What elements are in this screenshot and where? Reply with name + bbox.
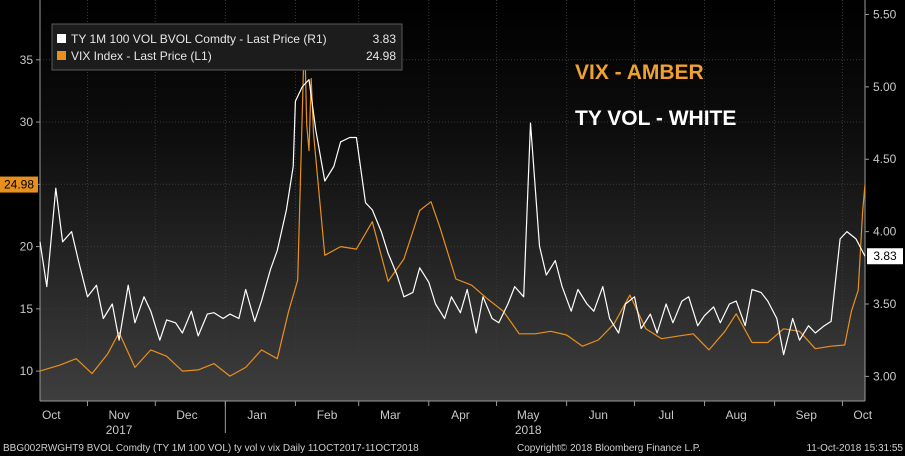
- vix-last-value-badge: [0, 176, 38, 193]
- series: [39, 30, 866, 377]
- axes: [39, 0, 866, 402]
- legend-label-vix: VIX Index - Last Price (L1): [71, 49, 212, 63]
- year-label: 2018: [515, 423, 542, 437]
- month-label: Nov: [108, 408, 129, 422]
- right-tick-label: 3.50: [873, 297, 897, 311]
- right-tick-label: 4.00: [873, 225, 897, 239]
- legend-value-vix: 24.98: [366, 49, 396, 63]
- left-tick-label: 20: [20, 240, 34, 254]
- footer-left: BBG002RWGHT9 BVOL Comdty (TY 1M 100 VOL)…: [3, 443, 419, 454]
- footer-copyright: Copyright© 2018 Bloomberg Finance L.P.: [517, 443, 701, 454]
- legend-label-ty: TY 1M 100 VOL BVOL Comdty - Last Price (…: [71, 32, 327, 46]
- legend-box: [51, 23, 403, 71]
- tick-labels: 1015202530353.003.504.004.505.005.50OctN…: [0, 7, 903, 437]
- annotation-ty-vol-white: TY VOL - WHITE: [575, 107, 736, 130]
- month-label: Mar: [380, 408, 401, 422]
- left-tick-label: 30: [20, 115, 34, 129]
- legend: TY 1M 100 VOL BVOL Comdty - Last Price (…: [51, 23, 403, 71]
- vix-last-value-label: 24.98: [4, 178, 34, 192]
- month-label: Feb: [317, 408, 338, 422]
- right-tick-label: 5.50: [873, 7, 897, 21]
- ty-last-value-label: 3.83: [873, 249, 897, 263]
- month-label: Sep: [796, 408, 818, 422]
- right-tick-label: 3.00: [873, 369, 897, 383]
- legend-value-ty: 3.83: [373, 32, 397, 46]
- left-tick-label: 35: [20, 53, 34, 67]
- footer-timestamp: 11-Oct-2018 15:31:55: [806, 443, 903, 454]
- month-label: Apr: [451, 408, 470, 422]
- ty-last-value-badge: [867, 248, 903, 265]
- legend-swatch-vix: [57, 51, 66, 60]
- month-label: Dec: [176, 408, 197, 422]
- right-tick-label: 4.50: [873, 152, 897, 166]
- footer: BBG002RWGHT9 BVOL Comdty (TY 1M 100 VOL)…: [3, 443, 903, 454]
- right-tick-label: 5.00: [873, 80, 897, 94]
- series-line-vix: [39, 30, 866, 377]
- year-label: 2017: [106, 423, 133, 437]
- month-label: Jul: [658, 408, 673, 422]
- month-label: Jan: [247, 408, 266, 422]
- left-tick-label: 15: [20, 302, 34, 316]
- month-label: Jun: [589, 408, 608, 422]
- legend-swatch-ty: [57, 34, 66, 43]
- series-line-ty-vol: [39, 79, 866, 356]
- month-label: Oct: [853, 408, 872, 422]
- month-label: May: [517, 408, 540, 422]
- month-label: Oct: [42, 408, 61, 422]
- left-tick-label: 10: [20, 364, 34, 378]
- annotation-vix-amber: VIX - AMBER: [575, 61, 704, 84]
- month-label: Aug: [725, 408, 746, 422]
